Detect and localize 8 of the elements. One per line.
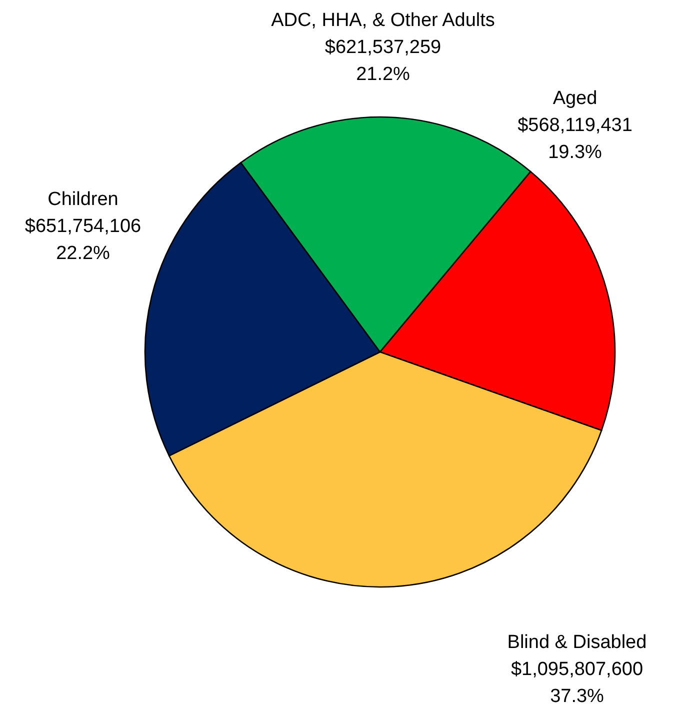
slice-label: ADC, HHA, & Other Adults bbox=[271, 10, 495, 31]
data-label: $621,537,259 21.2% bbox=[324, 37, 442, 85]
slice-label: Children bbox=[48, 189, 118, 210]
data-label: $651,754,106 22.2% bbox=[24, 216, 142, 264]
slice-label: Blind & Disabled bbox=[507, 632, 647, 653]
data-label: $568,119,431 19.3% bbox=[518, 115, 632, 163]
data-label: $1,095,807,600 37.3% bbox=[510, 659, 644, 707]
slice-label: Aged bbox=[552, 88, 598, 109]
